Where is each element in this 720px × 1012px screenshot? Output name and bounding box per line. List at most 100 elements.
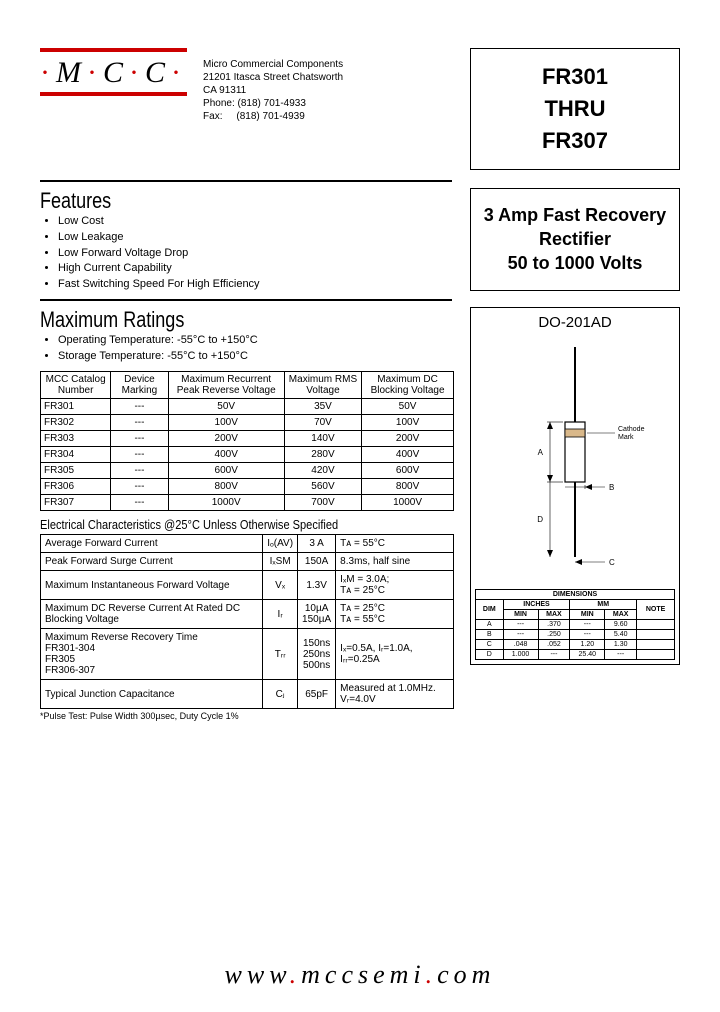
- header-row: ·M·C·C· Micro Commercial Components 2120…: [40, 48, 680, 170]
- table-row: B---.250---5.40: [476, 630, 675, 640]
- cell: INCHES: [503, 600, 570, 610]
- cell: 25.40: [570, 650, 605, 660]
- cell: DIM: [476, 600, 504, 620]
- cell: D: [476, 650, 504, 660]
- table-header: Maximum RMS Voltage: [284, 372, 361, 399]
- part-from: FR301: [475, 61, 675, 93]
- cell: 1.30: [605, 640, 637, 650]
- url-www: www: [225, 960, 290, 989]
- cell: Tᴀ = 25°C Tᴀ = 55°C: [336, 600, 454, 629]
- cell: .048: [503, 640, 538, 650]
- cell: 800V: [362, 479, 454, 495]
- table-row: D1.000---25.40---: [476, 650, 675, 660]
- cell: ---: [605, 650, 637, 660]
- cell: MAX: [538, 610, 570, 620]
- cell: Maximum Instantaneous Forward Voltage: [41, 571, 263, 600]
- part-number-box: FR301 THRU FR307: [470, 48, 680, 170]
- cell: Tᴀ = 55°C: [336, 535, 454, 553]
- phone-value: (818) 701-4933: [238, 98, 306, 109]
- table-row: FR301---50V35V50V: [41, 399, 454, 415]
- cell: 200V: [362, 431, 454, 447]
- ratings-table: MCC Catalog Number Device Marking Maximu…: [40, 371, 454, 511]
- features-block: Features Low Cost Low Leakage Low Forwar…: [40, 188, 454, 294]
- company-addr1: 21201 Itasca Street Chatsworth: [203, 71, 454, 84]
- features-list: Low Cost Low Leakage Low Forward Voltage…: [40, 214, 454, 294]
- table-row: Maximum Instantaneous Forward VoltageVₓ1…: [41, 571, 454, 600]
- cell: 150A: [298, 553, 336, 571]
- table-header: Maximum DC Blocking Voltage: [362, 372, 454, 399]
- cell: 600V: [168, 463, 284, 479]
- logo: ·M·C·C·: [40, 48, 187, 96]
- cell: Measured at 1.0MHz. Vᵣ=4.0V: [336, 680, 454, 709]
- table-row: FR306---800V560V800V: [41, 479, 454, 495]
- maxratings-heading: Maximum Ratings: [40, 307, 379, 333]
- svg-text:D: D: [537, 515, 543, 524]
- cell: ---: [503, 630, 538, 640]
- cathode-label: Cathode: [618, 426, 645, 433]
- cell: 280V: [284, 447, 361, 463]
- cell: Maximum Reverse Recovery Time FR301-304 …: [41, 629, 263, 680]
- package-box: DO-201AD A D B: [470, 307, 680, 665]
- cell: ---: [111, 479, 168, 495]
- package-title: DO-201AD: [475, 314, 675, 331]
- cell: 1.000: [503, 650, 538, 660]
- cell: 600V: [362, 463, 454, 479]
- cell: 65pF: [298, 680, 336, 709]
- logo-dot: ·: [40, 56, 56, 89]
- cell: ---: [570, 630, 605, 640]
- table-row: Peak Forward Surge CurrentIₓSM150A8.3ms,…: [41, 553, 454, 571]
- cell: ---: [111, 463, 168, 479]
- cell: Vₓ: [263, 571, 298, 600]
- table-row: Maximum DC Reverse Current At Rated DC B…: [41, 600, 454, 629]
- cell: 35V: [284, 399, 361, 415]
- cell: ---: [111, 495, 168, 511]
- cell: [637, 620, 675, 630]
- logo-text: ·M·C·C·: [40, 52, 187, 92]
- feature-item: Low Forward Voltage Drop: [58, 246, 454, 262]
- cell: Peak Forward Surge Current: [41, 553, 263, 571]
- phone-label: Phone:: [203, 98, 235, 109]
- company-address: Micro Commercial Components 21201 Itasca…: [203, 48, 454, 123]
- svg-text:C: C: [609, 558, 615, 567]
- cell: 1.3V: [298, 571, 336, 600]
- cell: FR304: [41, 447, 111, 463]
- ratings-left: Maximum Ratings Operating Temperature: -…: [40, 307, 454, 721]
- cell: ---: [111, 415, 168, 431]
- svg-text:Mark: Mark: [618, 434, 634, 441]
- table-row: Maximum Reverse Recovery Time FR301-304 …: [41, 629, 454, 680]
- company-addr2: CA 91311: [203, 84, 454, 97]
- cell: C: [476, 640, 504, 650]
- cell: .052: [538, 640, 570, 650]
- cell: MIN: [570, 610, 605, 620]
- table-row: FR307---1000V700V1000V: [41, 495, 454, 511]
- cell: A: [476, 620, 504, 630]
- cell: .370: [538, 620, 570, 630]
- cell: NOTE: [637, 600, 675, 620]
- cell: [637, 640, 675, 650]
- table-row: FR305---600V420V600V: [41, 463, 454, 479]
- feature-item: Fast Switching Speed For High Efficiency: [58, 277, 454, 293]
- cell: 400V: [168, 447, 284, 463]
- cell: 100V: [168, 415, 284, 431]
- cell: ---: [503, 620, 538, 630]
- table-row: FR303---200V140V200V: [41, 431, 454, 447]
- logo-dot: ·: [171, 56, 187, 89]
- cell: 1000V: [362, 495, 454, 511]
- cell: ---: [570, 620, 605, 630]
- table-row: A---.370---9.60: [476, 620, 675, 630]
- elec-heading: Electrical Characteristics @25°C Unless …: [40, 517, 392, 532]
- cell: 5.40: [605, 630, 637, 640]
- fax-value: (818) 701-4939: [236, 111, 304, 122]
- cell: 70V: [284, 415, 361, 431]
- table-header: Maximum Recurrent Peak Reverse Voltage: [168, 372, 284, 399]
- table-header: Device Marking: [111, 372, 168, 399]
- table-header-row: MCC Catalog Number Device Marking Maximu…: [41, 372, 454, 399]
- cell: ---: [538, 650, 570, 660]
- table-row: Typical Junction CapacitanceCⱼ65pFMeasur…: [41, 680, 454, 709]
- features-heading: Features: [40, 188, 379, 214]
- table-row: DIMENSIONS: [476, 590, 675, 600]
- rule-1: [40, 180, 452, 182]
- cell: 420V: [284, 463, 361, 479]
- cell: 400V: [362, 447, 454, 463]
- cell: Iₓ=0.5A, Iᵣ=1.0A, Iᵣᵣ=0.25A: [336, 629, 454, 680]
